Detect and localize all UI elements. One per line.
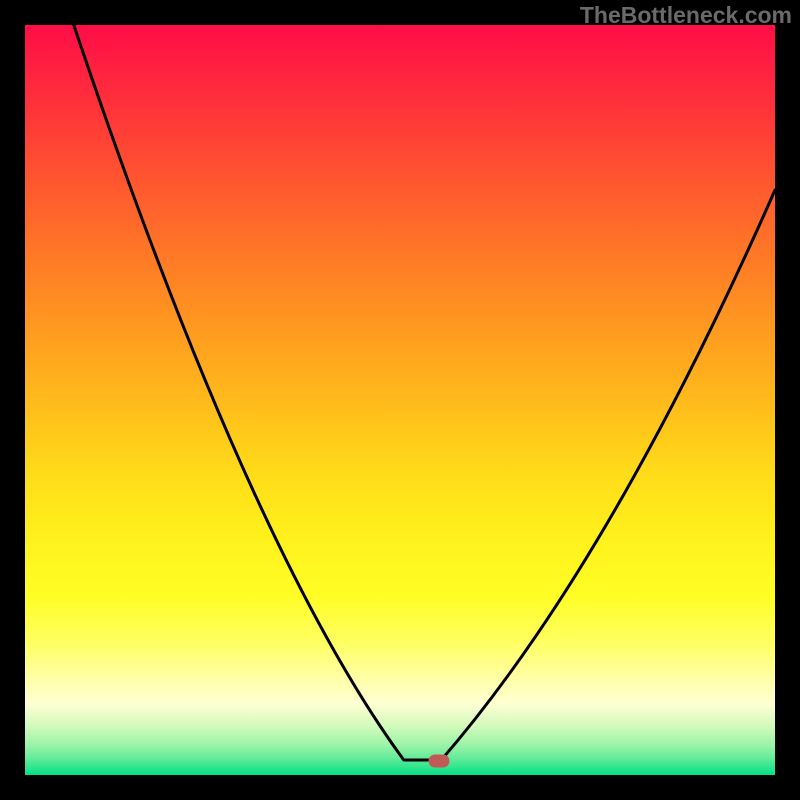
optimum-marker bbox=[429, 754, 450, 767]
gradient-background bbox=[25, 25, 775, 775]
watermark-text: TheBottleneck.com bbox=[580, 2, 792, 29]
plot-area bbox=[25, 25, 775, 775]
